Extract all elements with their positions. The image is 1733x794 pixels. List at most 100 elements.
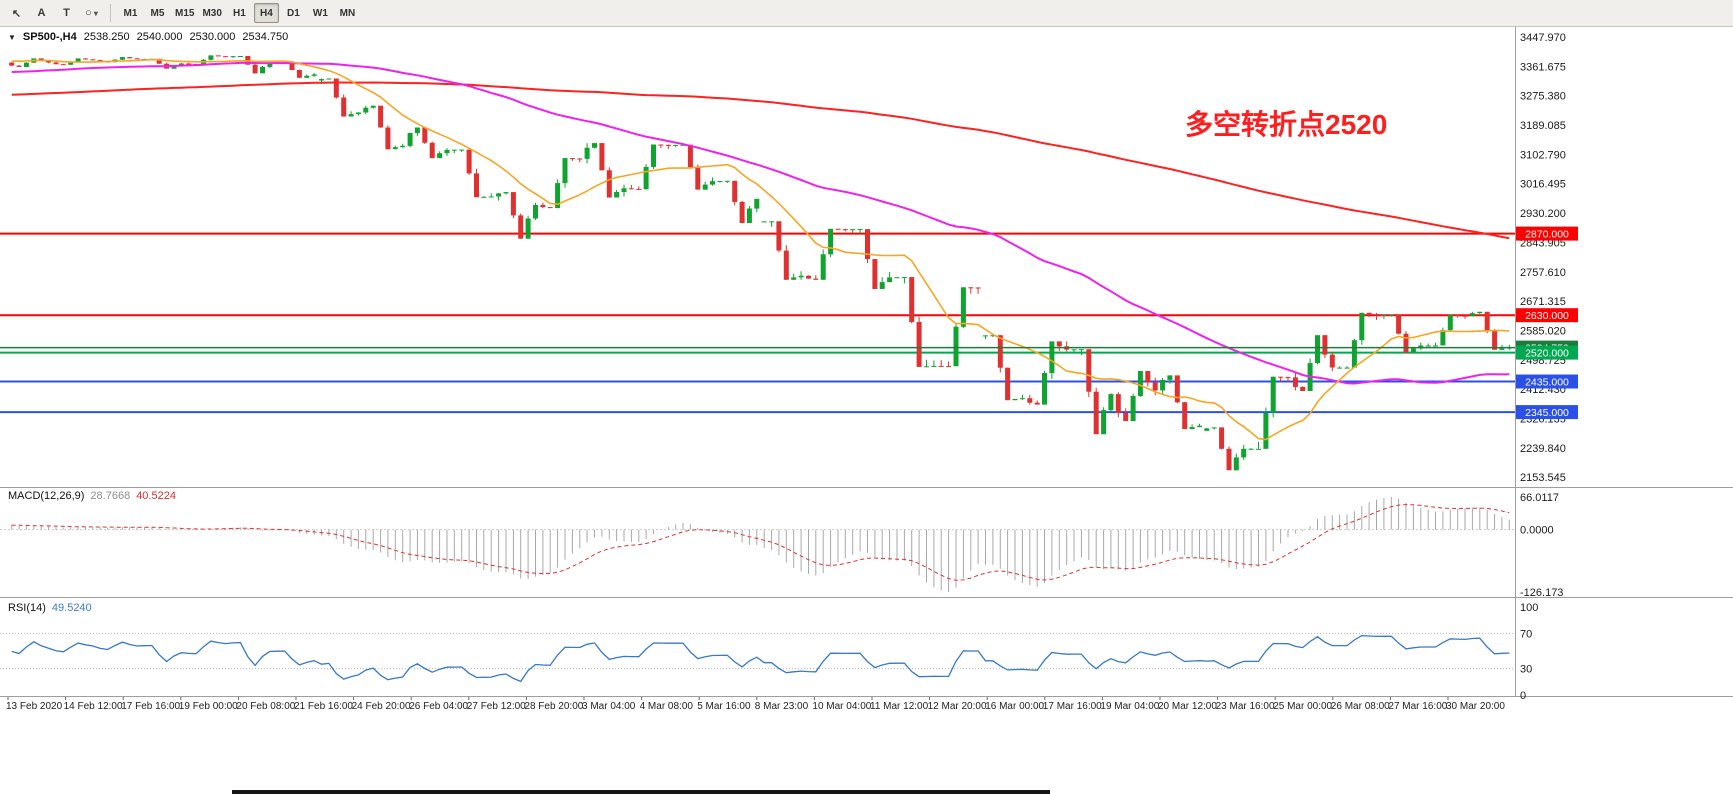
macd-pane (0, 497, 1515, 592)
svg-text:16 Mar 00:00: 16 Mar 00:00 (985, 701, 1044, 712)
symbol-ohlc-line: ▼ SP500-,H4 2538.250 2540.000 2530.000 2… (8, 31, 288, 43)
svg-text:-126.173: -126.173 (1520, 587, 1563, 599)
svg-text:14 Feb 12:00: 14 Feb 12:00 (64, 701, 123, 712)
svg-text:2520.000: 2520.000 (1525, 348, 1569, 360)
timeframe-m1-button[interactable]: M1 (118, 3, 143, 23)
svg-text:2585.020: 2585.020 (1520, 326, 1566, 338)
svg-text:8 Mar 23:00: 8 Mar 23:00 (755, 701, 809, 712)
shapes-icon[interactable]: ○ ▾ (80, 3, 103, 24)
svg-text:5 Mar 16:00: 5 Mar 16:00 (697, 701, 751, 712)
timeframe-m5-button[interactable]: M5 (145, 3, 170, 23)
svg-text:2153.545: 2153.545 (1520, 472, 1566, 484)
svg-text:4 Mar 08:00: 4 Mar 08:00 (640, 701, 694, 712)
svg-text:70: 70 (1520, 628, 1532, 640)
svg-text:2671.315: 2671.315 (1520, 296, 1566, 308)
cursor-icon[interactable]: ↖ (5, 3, 28, 24)
chart-annotation-text[interactable]: 多空转折点2520 (1185, 109, 1388, 140)
bottom-edge-strip (232, 790, 1050, 794)
svg-text:2239.840: 2239.840 (1520, 443, 1566, 455)
svg-text:2630.000: 2630.000 (1525, 310, 1569, 322)
svg-text:30 Mar 20:00: 30 Mar 20:00 (1446, 701, 1505, 712)
svg-text:21 Feb 16:00: 21 Feb 16:00 (294, 701, 353, 712)
timeframe-mn-button[interactable]: MN (335, 3, 360, 23)
svg-text:3016.495: 3016.495 (1520, 179, 1566, 191)
one-click-trading-collapse-icon[interactable]: ▼ (8, 32, 16, 42)
svg-text:3275.380: 3275.380 (1520, 91, 1566, 103)
toolbar: ↖ A T ○ ▾ M1 M5 M15 M30 H1 H4 D1 W1 MN (0, 0, 1733, 27)
time-axis[interactable]: 13 Feb 202014 Feb 12:0017 Feb 16:0019 Fe… (6, 697, 1505, 712)
svg-text:2870.000: 2870.000 (1525, 229, 1569, 241)
svg-text:2345.000: 2345.000 (1525, 407, 1569, 419)
text-annotate-icon[interactable]: A (30, 3, 53, 24)
svg-text:23 Mar 16:00: 23 Mar 16:00 (1216, 701, 1275, 712)
price-tag: 2630.000 (1516, 308, 1578, 323)
svg-text:19 Mar 04:00: 19 Mar 04:00 (1100, 701, 1159, 712)
price-tag: 2870.000 (1516, 226, 1578, 241)
svg-text:100: 100 (1520, 602, 1538, 614)
macd-signal-value: 40.5224 (136, 490, 176, 502)
timeframe-m30-button[interactable]: M30 (199, 3, 224, 23)
ohlc-open: 2538.250 (83, 31, 130, 43)
price-tags: 2534.7502870.0002630.0002520.0002435.000… (1516, 226, 1578, 420)
price-tag: 2345.000 (1516, 405, 1578, 420)
svg-text:3102.790: 3102.790 (1520, 149, 1566, 161)
svg-text:24 Feb 20:00: 24 Feb 20:00 (352, 701, 411, 712)
symbol-title: SP500-,H4 (22, 31, 77, 43)
svg-text:27 Mar 16:00: 27 Mar 16:00 (1388, 701, 1447, 712)
timeframe-m15-button[interactable]: M15 (172, 3, 197, 23)
rsi-name: RSI(14) (8, 602, 46, 614)
svg-text:66.0117: 66.0117 (1520, 492, 1559, 504)
date-axis[interactable] (0, 697, 1515, 713)
svg-text:3447.970: 3447.970 (1520, 32, 1566, 44)
rsi-indicator-label: RSI(14) 49.5240 (8, 602, 92, 614)
svg-text:2435.000: 2435.000 (1525, 377, 1569, 389)
timeframe-h1-button[interactable]: H1 (227, 3, 252, 23)
timeframe-w1-button[interactable]: W1 (308, 3, 333, 23)
pane-dividers (0, 27, 1733, 697)
chart-canvas[interactable]: 3447.970 3361.675 3275.380 3189.085 3102.790… (0, 27, 1733, 794)
macd-signal-line (11, 504, 1510, 581)
macd-indicator-label: MACD(12,26,9) 28.7668 40.5224 (8, 490, 176, 502)
svg-text:17 Feb 16:00: 17 Feb 16:00 (121, 701, 180, 712)
macd-axis-labels: 66.0117 0.0000 -126.173 (1520, 492, 1563, 599)
svg-text:17 Mar 16:00: 17 Mar 16:00 (1043, 701, 1102, 712)
svg-text:0: 0 (1520, 690, 1526, 702)
svg-text:11 Mar 12:00: 11 Mar 12:00 (870, 701, 929, 712)
ohlc-low: 2530.000 (189, 31, 236, 43)
svg-text:12 Mar 20:00: 12 Mar 20:00 (928, 701, 987, 712)
svg-text:2930.200: 2930.200 (1520, 208, 1566, 220)
price-tag: 2520.000 (1516, 345, 1578, 360)
timeframe-h4-button[interactable]: H4 (253, 3, 279, 23)
svg-text:25 Mar 00:00: 25 Mar 00:00 (1273, 701, 1332, 712)
svg-text:26 Mar 08:00: 26 Mar 08:00 (1331, 701, 1390, 712)
rsi-line (11, 634, 1510, 683)
rsi-axis-labels: 100 70 30 0 (1520, 602, 1538, 702)
macd-main-value: 28.7668 (90, 490, 131, 502)
svg-text:0.0000: 0.0000 (1520, 525, 1554, 537)
svg-text:27 Feb 12:00: 27 Feb 12:00 (467, 701, 526, 712)
svg-text:13 Feb 2020: 13 Feb 2020 (6, 701, 63, 712)
svg-text:3189.085: 3189.085 (1520, 120, 1566, 132)
toolbar-separator (110, 4, 111, 22)
rsi-value: 49.5240 (51, 602, 92, 614)
svg-text:20 Mar 12:00: 20 Mar 12:00 (1158, 701, 1217, 712)
rsi-pane (0, 632, 1515, 683)
ohlc-close: 2534.750 (242, 31, 289, 43)
svg-text:20 Feb 08:00: 20 Feb 08:00 (236, 701, 295, 712)
timeframe-buttons-group: M1 M5 M15 M30 H1 H4 D1 W1 MN (117, 3, 361, 23)
text-label-icon[interactable]: T (55, 3, 78, 24)
price-axis[interactable] (1516, 27, 1586, 696)
svg-text:10 Mar 04:00: 10 Mar 04:00 (812, 701, 871, 712)
ma-medium-line (11, 61, 1510, 385)
ohlc-high: 2540.000 (136, 31, 183, 43)
ma-slow-line (11, 81, 1510, 240)
macd-name: MACD(12,26,9) (8, 490, 85, 502)
svg-text:28 Feb 20:00: 28 Feb 20:00 (524, 701, 583, 712)
price-axis-labels: 3447.970 3361.675 3275.380 3189.085 3102.790… (1520, 32, 1566, 484)
drawing-tools-group: ↖ A T ○ ▾ (4, 3, 104, 24)
timeframe-d1-button[interactable]: D1 (281, 3, 306, 23)
horizontal-level-lines[interactable] (0, 232, 1515, 414)
svg-text:26 Feb 04:00: 26 Feb 04:00 (409, 701, 468, 712)
svg-text:3 Mar 04:00: 3 Mar 04:00 (582, 701, 636, 712)
price-tag: 2435.000 (1516, 374, 1578, 389)
